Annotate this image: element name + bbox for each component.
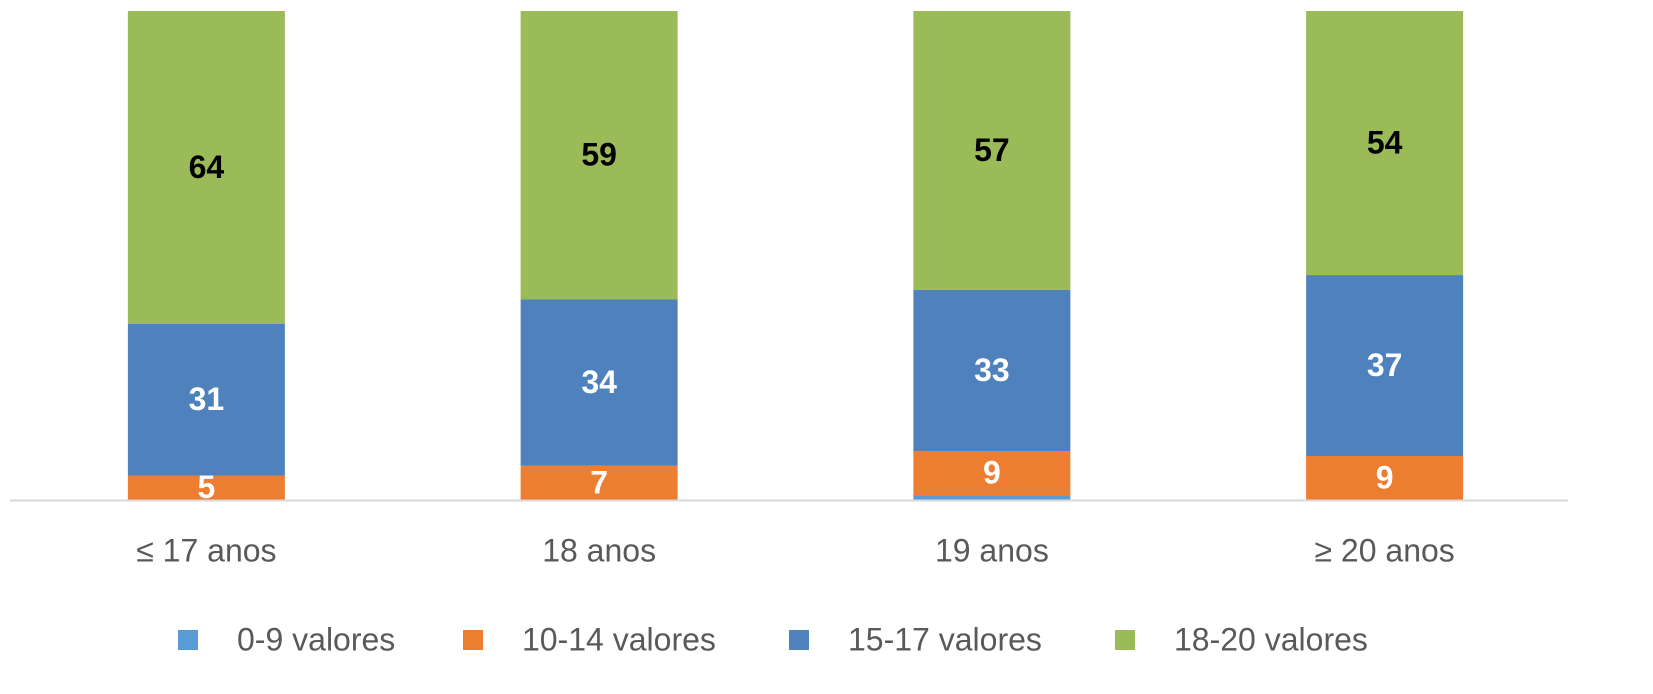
data-label: 33	[974, 352, 1010, 388]
data-label: 37	[1367, 347, 1403, 383]
bar-segment	[913, 451, 1071, 496]
data-label: 57	[974, 132, 1010, 168]
x-tick-label: 19 anos	[935, 532, 1049, 568]
bar-segment	[1306, 275, 1464, 456]
legend-swatch	[178, 630, 198, 650]
data-label: 34	[581, 364, 617, 400]
bar-segment	[127, 475, 285, 500]
bar-segment	[520, 299, 678, 466]
x-tick-label: ≥ 20 anos	[1314, 532, 1454, 568]
data-label: 54	[1367, 124, 1403, 160]
data-label: 7	[590, 464, 608, 500]
data-label: 9	[983, 455, 1001, 491]
data-label: 59	[581, 137, 617, 173]
legend-label: 18-20 valores	[1174, 621, 1368, 657]
legend-swatch	[463, 630, 483, 650]
x-tick-label: 18 anos	[542, 532, 656, 568]
legend-swatch	[1115, 630, 1135, 650]
bar-segment	[913, 495, 1071, 500]
bar-segment	[1306, 455, 1464, 500]
data-label: 64	[189, 149, 225, 185]
bar-segment	[520, 11, 678, 300]
bar-segment	[127, 323, 285, 476]
bar-segment	[127, 11, 285, 324]
data-label: 5	[197, 469, 215, 505]
data-label: 31	[189, 381, 225, 417]
legend-label: 15-17 valores	[848, 621, 1042, 657]
legend-label: 10-14 valores	[522, 621, 716, 657]
data-label: 9	[1376, 459, 1394, 495]
bar-segment	[913, 11, 1071, 290]
legend-label: 0-9 valores	[237, 621, 395, 657]
legend-swatch	[789, 630, 809, 650]
bar-segment	[913, 289, 1071, 452]
x-tick-label: ≤ 17 anos	[136, 532, 276, 568]
bar-segment	[520, 465, 678, 500]
bar-segment	[1306, 11, 1464, 276]
